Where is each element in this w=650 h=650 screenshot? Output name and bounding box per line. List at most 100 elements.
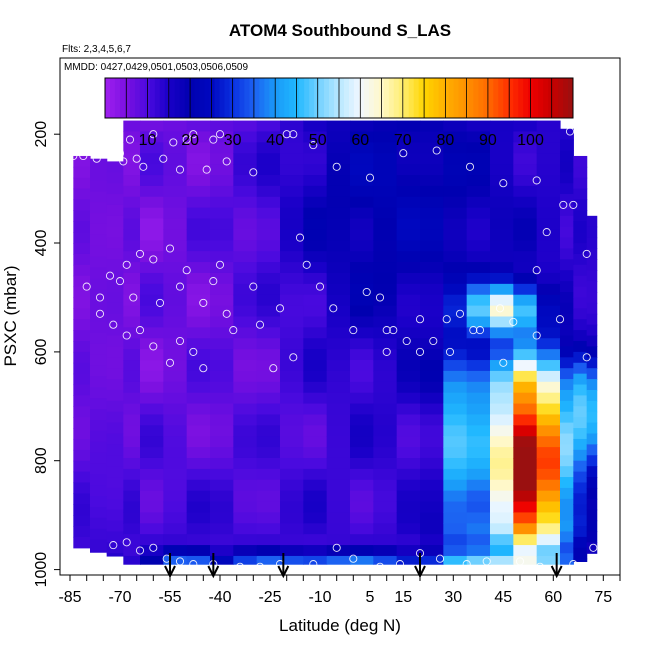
heat-cell (420, 468, 444, 481)
heat-cell (466, 403, 491, 416)
heat-column (186, 120, 211, 565)
heat-cell (396, 142, 421, 154)
heat-cell (140, 501, 164, 514)
heat-cell (373, 468, 398, 481)
sample-point (289, 130, 298, 139)
heat-cell (210, 272, 234, 285)
heat-cell (90, 245, 108, 258)
heat-cell (513, 262, 538, 274)
heat-cell (560, 226, 574, 239)
colorbar-swatch (413, 78, 420, 118)
sample-point (235, 562, 245, 571)
heat-cell (326, 262, 351, 274)
heat-cell (233, 490, 258, 503)
heat-cell (490, 338, 514, 350)
heat-cell (490, 240, 514, 252)
heat-cell (163, 523, 188, 535)
heat-cell (420, 555, 444, 565)
heat-cell (256, 305, 281, 318)
heat-cell (513, 523, 538, 535)
sample-point (542, 228, 551, 237)
heat-cell (560, 433, 574, 445)
heat-cell (466, 164, 491, 176)
heat-cell (280, 153, 304, 165)
heat-cell (573, 264, 588, 277)
heat-cell (123, 490, 141, 503)
heat-cell (560, 520, 574, 533)
heat-cell (186, 555, 211, 565)
colorbar-swatch (224, 78, 230, 118)
heat-cell (560, 509, 574, 522)
heat-cell (573, 177, 588, 190)
sample-point (135, 546, 145, 555)
heat-cell (536, 403, 561, 416)
x-tick-label: 45 (494, 589, 512, 606)
heat-cell (210, 229, 234, 241)
heat-cell (90, 234, 108, 247)
heat-column (420, 120, 444, 565)
heat-cell (560, 248, 574, 260)
heat-cell (350, 294, 374, 307)
heat-cell (163, 218, 188, 231)
heat-cell (573, 286, 588, 299)
heat-cell (490, 457, 514, 470)
colorbar-swatch (358, 78, 365, 118)
heat-cell (443, 251, 468, 263)
heat-cell (466, 392, 491, 405)
heat-cell (536, 392, 561, 405)
sample-point (149, 543, 158, 552)
colorbar-tick-label: 80 (437, 132, 455, 149)
heat-cell (350, 501, 374, 514)
heat-cell (536, 436, 561, 448)
heat-cell (326, 316, 351, 328)
heat-cell (186, 153, 211, 165)
heat-cell (536, 316, 561, 328)
heat-cell (396, 262, 421, 274)
heat-cell (466, 523, 491, 535)
heat-cell (350, 523, 374, 535)
heat-cell (186, 218, 211, 231)
heat-cell (256, 185, 281, 198)
heat-cell (73, 210, 91, 222)
heat-cell (140, 490, 164, 503)
heat-cell (326, 512, 351, 524)
heat-cell (303, 175, 328, 187)
heat-cell (256, 327, 281, 339)
heat-cell (560, 542, 574, 554)
heat-cell (280, 360, 304, 372)
colorbar-swatch (269, 78, 275, 118)
heat-cell (396, 370, 421, 383)
heat-cell (210, 164, 234, 176)
heat-cell (210, 403, 234, 416)
heat-cell (466, 414, 491, 426)
heat-cell (106, 368, 124, 380)
heat-cell (163, 468, 188, 481)
heat-cell (163, 164, 188, 176)
heat-cell (256, 468, 281, 481)
heat-cell (210, 251, 234, 263)
heat-cell (186, 360, 211, 372)
heat-cell (443, 512, 468, 524)
heat-cell (396, 207, 421, 220)
heat-cell (73, 330, 91, 342)
heat-cell (140, 218, 164, 231)
heat-cell (163, 153, 188, 165)
heat-cell (560, 444, 574, 456)
heat-column (373, 120, 398, 565)
heat-cell (373, 370, 398, 383)
sample-point (455, 309, 465, 318)
heat-cell (466, 229, 491, 241)
colorbar-swatch (249, 78, 255, 118)
x-tick-label: -55 (158, 589, 181, 606)
colorbar-swatch (453, 78, 459, 118)
colorbar-swatch (114, 78, 121, 118)
heat-cell (326, 501, 351, 514)
heat-cell (466, 534, 491, 546)
heat-cell (373, 305, 398, 318)
colorbar-swatch (363, 78, 370, 118)
heat-cell (123, 316, 141, 328)
heat-cell (560, 270, 574, 282)
heat-cell (163, 251, 188, 263)
heat-cell (373, 360, 398, 372)
colorbar-swatch (563, 78, 569, 118)
